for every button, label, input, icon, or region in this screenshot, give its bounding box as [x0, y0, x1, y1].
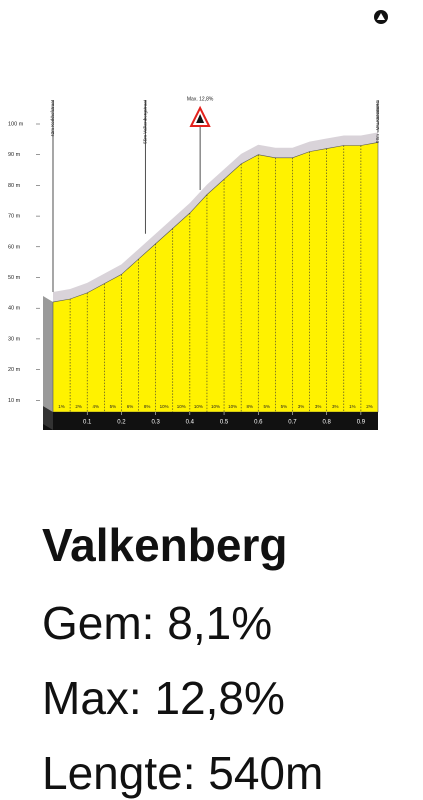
gradient-label: 5%: [264, 404, 271, 409]
gradient-label: 10%: [177, 404, 186, 409]
gradient-label: 3%: [332, 404, 339, 409]
gradient-label: 1%: [349, 404, 356, 409]
x-tick-label: 0.1: [83, 420, 92, 426]
gradient-label: 6%: [127, 404, 134, 409]
gradient-label: 3%: [315, 404, 322, 409]
y-tick-label: 50 m: [8, 275, 21, 281]
y-tick-label: 30 m: [8, 336, 21, 342]
gradient-label: 10%: [194, 404, 203, 409]
x-tick-label: 0.2: [117, 420, 126, 426]
x-axis-bar-side: [43, 406, 53, 430]
gradient-label: 10%: [211, 404, 220, 409]
climb-length: Lengte: 540m: [42, 747, 324, 799]
gradient-label: 8%: [144, 404, 151, 409]
annotation-label: 55m Valkenbergstraat: [143, 99, 148, 143]
x-tick-label: 0.3: [151, 420, 160, 426]
gradient-label: 2%: [75, 404, 82, 409]
gradient-label: 8%: [246, 404, 253, 409]
finish-icon-glyph: [377, 13, 385, 20]
y-tick-label: 10 m: [8, 398, 21, 404]
annotation-label: 98m - VALKENBERG: [375, 100, 380, 143]
x-tick-label: 0.8: [323, 420, 332, 426]
y-tick-label: 60 m: [8, 244, 21, 250]
side-wall: [43, 296, 53, 412]
gradient-label: 1%: [58, 404, 65, 409]
y-tick-label: 40 m: [8, 306, 21, 312]
y-tick-label: 80 m: [8, 183, 21, 189]
y-tick-label: 70 m: [8, 214, 21, 220]
chart: 1% 2% 4% 5% 6% 8% 10% 10% 10% 10% 10% 8% 5% 5% 3% 3% 3% 1…: [8, 10, 388, 430]
max-marker-icon-inner: [196, 114, 205, 123]
gradient-label: 5%: [110, 404, 117, 409]
max-gradient: Max: 12,8%: [42, 672, 285, 724]
x-tick-label: 0.9: [357, 420, 366, 426]
gradient-label: 4%: [93, 404, 100, 409]
y-tick-label: 90 m: [8, 152, 21, 158]
y-tick-label: 100 m: [8, 121, 24, 127]
max-marker-label: Max. 12,8%: [187, 96, 214, 102]
average-gradient: Gem: 8,1%: [42, 597, 273, 649]
y-tick-label: 20 m: [8, 367, 21, 373]
x-tick-label: 0.4: [186, 420, 195, 426]
gradient-label: 5%: [281, 404, 288, 409]
road-band: [53, 132, 378, 303]
gradient-label: 10%: [160, 404, 169, 409]
x-axis-bar: [43, 412, 378, 430]
x-tick-label: 0.6: [254, 420, 263, 426]
gradient-label: 10%: [228, 404, 237, 409]
gradient-label: 2%: [366, 404, 373, 409]
gradient-label: 3%: [298, 404, 305, 409]
climb-name: Valkenberg: [42, 519, 288, 571]
x-tick-label: 0.5: [220, 420, 229, 426]
annotation-label: 42m Kerkhofstraat: [50, 99, 55, 137]
x-tick-label: 0.7: [288, 420, 297, 426]
